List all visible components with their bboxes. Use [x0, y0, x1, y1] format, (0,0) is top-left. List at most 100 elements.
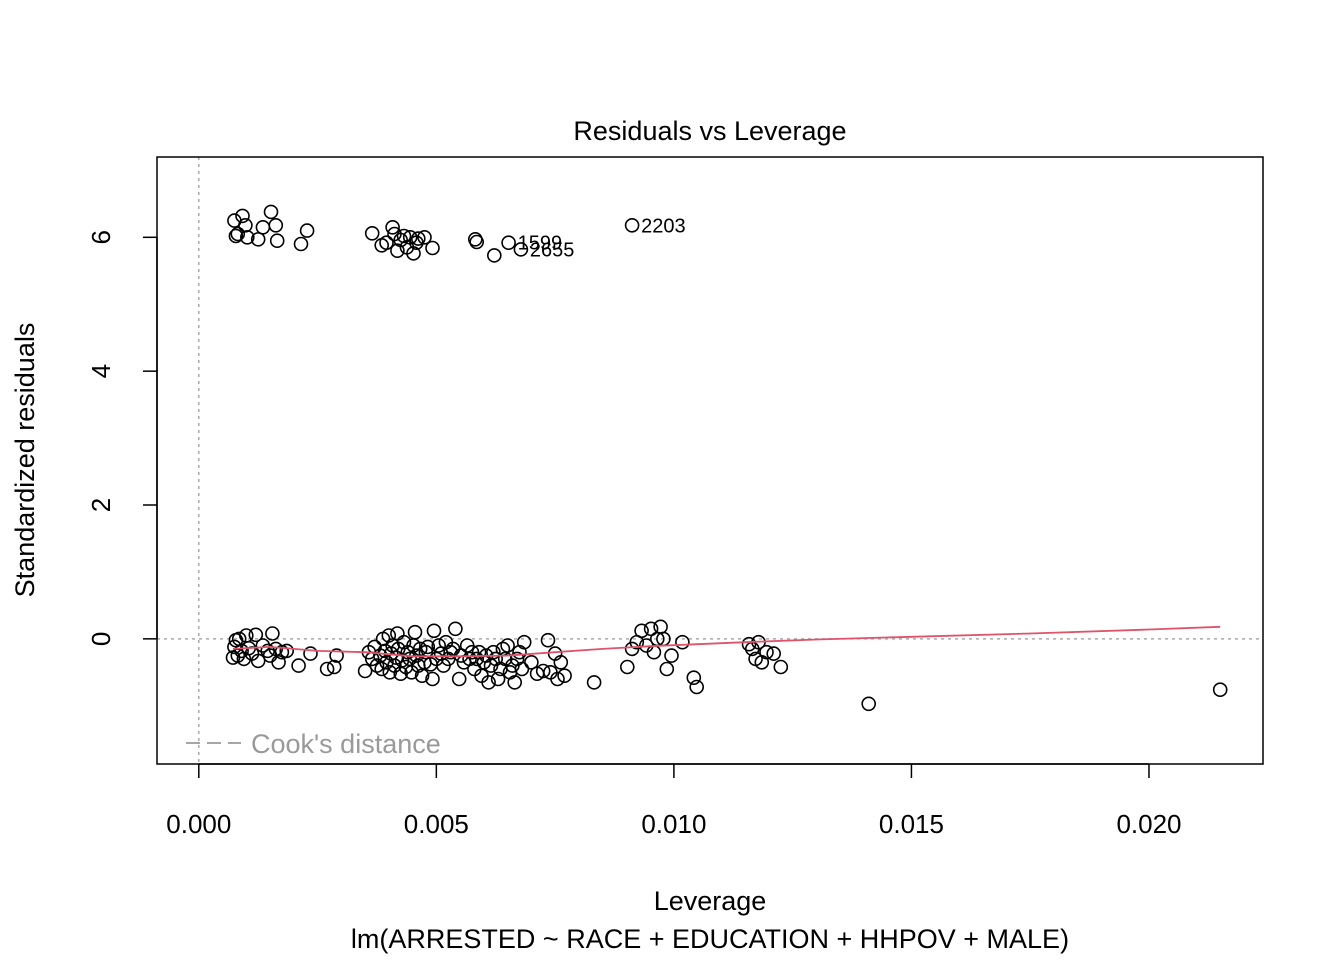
data-point	[381, 628, 397, 643]
data-point	[425, 671, 440, 687]
data-point	[664, 648, 679, 663]
x-tick-label: 0.000	[166, 809, 231, 839]
data-point	[379, 654, 394, 670]
data-point	[268, 218, 284, 233]
x-tick-label: 0.010	[641, 809, 706, 839]
data-point	[619, 659, 635, 675]
data-point	[486, 644, 501, 660]
data-point	[741, 636, 757, 652]
data-point	[364, 226, 380, 241]
data-point	[390, 626, 405, 641]
data-point	[299, 223, 315, 238]
data-point	[634, 623, 649, 639]
data-point	[414, 668, 430, 684]
data-point	[263, 204, 279, 220]
data-point	[557, 668, 572, 684]
y-axis: 0 2 4 6	[86, 230, 158, 646]
data-point	[265, 626, 280, 641]
data-point	[425, 240, 440, 256]
data-point	[228, 228, 244, 244]
x-tick-label: 0.015	[879, 809, 944, 839]
data-point	[524, 654, 539, 670]
smooth-line	[232, 625, 1221, 658]
y-axis-label: Standardized residuals	[10, 323, 40, 598]
data-point	[407, 624, 423, 640]
data-point	[426, 623, 442, 639]
data-point	[271, 654, 286, 670]
data-point	[686, 670, 702, 686]
data-point	[357, 663, 373, 679]
y-tick-label: 6	[86, 230, 116, 244]
data-point	[319, 661, 335, 677]
data-point	[240, 230, 255, 245]
data-point	[431, 638, 447, 653]
data-point	[553, 654, 569, 670]
data-point	[486, 248, 502, 263]
data-point	[490, 671, 506, 687]
chart-title: Residuals vs Leverage	[573, 116, 846, 146]
x-axis: 0.000 0.005 0.010 0.015 0.020	[166, 763, 1182, 839]
data-point	[390, 243, 405, 258]
data-point	[250, 653, 266, 669]
point-label-2203: 2203	[641, 215, 686, 237]
data-point	[646, 644, 662, 660]
data-point	[238, 218, 253, 233]
data-point	[500, 638, 515, 653]
data-point	[406, 246, 421, 261]
x-tick-label: 0.005	[404, 809, 469, 839]
legend-label: Cook's distance	[251, 729, 441, 759]
data-point	[1212, 682, 1228, 698]
data-point	[396, 228, 412, 244]
data-point	[766, 646, 782, 661]
legend: Cook's distance	[186, 729, 441, 759]
data-point	[675, 634, 690, 650]
data-point	[269, 233, 285, 248]
data-point	[385, 220, 400, 235]
data-point	[535, 663, 551, 679]
data-point	[516, 634, 532, 650]
data-point	[235, 208, 250, 224]
data-point	[773, 659, 789, 675]
data-point	[451, 671, 467, 687]
data-point	[448, 621, 463, 637]
data-point	[586, 675, 602, 690]
data-point	[550, 671, 565, 687]
data-point	[369, 658, 385, 673]
data-point	[443, 644, 458, 660]
data-point	[279, 643, 295, 659]
data-point	[396, 634, 412, 650]
data-point	[513, 242, 529, 257]
data-point	[227, 639, 242, 655]
x-axis-label: Leverage	[654, 886, 767, 916]
data-point	[255, 220, 271, 235]
point-label-1599: 1599	[518, 233, 563, 255]
data-point	[540, 632, 556, 648]
data-point	[689, 679, 705, 695]
point-label-2655: 2655	[530, 239, 575, 261]
data-point	[624, 218, 640, 233]
data-point	[379, 235, 394, 250]
data-point	[234, 643, 249, 659]
data-point	[507, 675, 523, 690]
data-point	[329, 648, 344, 663]
data-point	[759, 644, 774, 660]
y-tick-label: 0	[86, 632, 116, 646]
data-point	[659, 661, 675, 677]
data-point	[248, 627, 264, 643]
data-point	[326, 659, 342, 675]
data-point	[469, 234, 485, 250]
x-tick-label: 0.020	[1116, 809, 1181, 839]
data-point	[420, 639, 436, 655]
data-point	[469, 651, 485, 667]
data-points	[225, 204, 1228, 712]
data-point	[481, 675, 496, 690]
data-point	[291, 658, 306, 673]
y-tick-label: 4	[86, 364, 116, 378]
data-point	[501, 235, 516, 250]
data-point	[303, 646, 318, 661]
data-point	[230, 226, 246, 242]
data-point	[514, 661, 530, 677]
data-point	[410, 231, 426, 246]
